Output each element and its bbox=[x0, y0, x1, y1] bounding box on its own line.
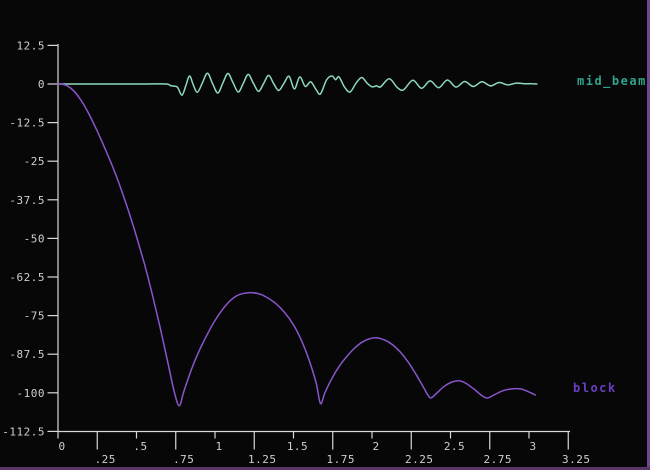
x-tick-label-row2: 3.25 bbox=[562, 453, 591, 466]
y-tick-label: 0 bbox=[38, 78, 45, 91]
x-tick-label-row1: 0 bbox=[58, 440, 65, 453]
y-tick-label: -50 bbox=[24, 232, 45, 245]
y-tick-label: -25 bbox=[24, 155, 45, 168]
y-tick-label: -37.5 bbox=[9, 194, 45, 207]
series-line-mid_beam bbox=[57, 72, 538, 96]
window-border-bottom bbox=[0, 467, 650, 470]
y-tick-label: -62.5 bbox=[9, 271, 45, 284]
x-tick-label-row2: 2.25 bbox=[405, 453, 434, 466]
x-tick-label-row2: .75 bbox=[173, 453, 194, 466]
window-border-right bbox=[647, 0, 650, 470]
x-tick-label-row2: 1.75 bbox=[327, 453, 356, 466]
x-tick-label-row1: 2.5 bbox=[444, 440, 465, 453]
y-tick-label: 12.5 bbox=[17, 39, 46, 52]
x-tick-label-row2: .25 bbox=[95, 453, 116, 466]
y-tick-label: -87.5 bbox=[9, 348, 45, 361]
x-tick-label-row1: 1.5 bbox=[287, 440, 308, 453]
y-tick-label: -112.5 bbox=[2, 425, 45, 438]
x-tick-label-row1: 3 bbox=[529, 440, 536, 453]
x-tick-label-row2: 1.25 bbox=[248, 453, 277, 466]
legend-mid-beam-label: mid_beam bbox=[577, 74, 647, 88]
x-tick-label-row1: 1 bbox=[215, 440, 222, 453]
y-tick-label: -12.5 bbox=[9, 117, 45, 130]
series-line-block bbox=[57, 83, 537, 407]
y-tick-label: -100 bbox=[17, 387, 46, 400]
legend-block-label: block bbox=[573, 381, 617, 395]
x-tick-label-row2: 2.75 bbox=[484, 453, 513, 466]
x-tick-label-row1: 2 bbox=[372, 440, 379, 453]
x-tick-label-row1: .5 bbox=[133, 440, 147, 453]
y-tick-label: -75 bbox=[24, 310, 45, 323]
